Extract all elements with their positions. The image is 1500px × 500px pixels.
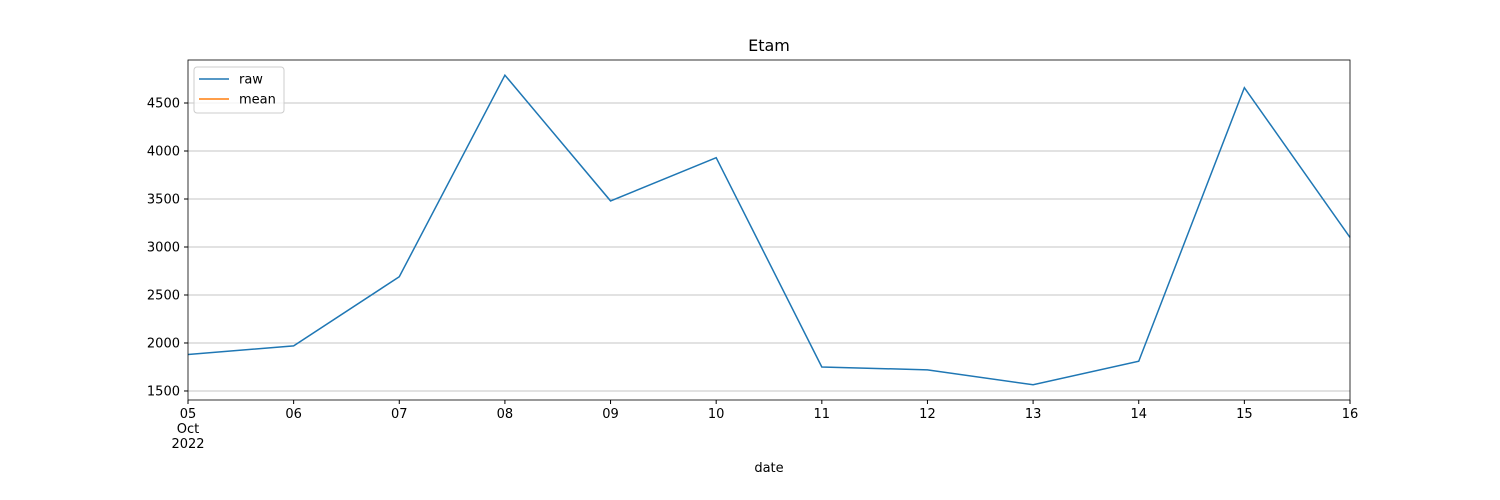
x-tick-label: 10 — [708, 407, 725, 422]
x-axis-label: date — [754, 461, 783, 476]
y-tick-label: 2000 — [147, 336, 180, 351]
legend-label: mean — [239, 93, 276, 108]
y-tick-label: 3500 — [147, 192, 180, 207]
y-tick-label: 1500 — [147, 384, 180, 399]
x-tick-label: 07 — [391, 407, 408, 422]
x-tick-label: 12 — [919, 407, 936, 422]
chart-title: Etam — [748, 36, 790, 55]
y-tick-label: 2500 — [147, 288, 180, 303]
x-tick-label: 16 — [1342, 407, 1359, 422]
x-tick-label: 06 — [285, 407, 302, 422]
x-tick-label: 09 — [602, 407, 619, 422]
y-tick-label: 4000 — [147, 144, 180, 159]
x-tick-label: 11 — [814, 407, 831, 422]
x-tick-label: 05 Oct 2022 — [171, 407, 204, 452]
x-tick-label: 13 — [1025, 407, 1042, 422]
plot-frame — [187, 59, 1351, 401]
line-series — [187, 73, 1351, 386]
x-tick-label: 14 — [1130, 407, 1147, 422]
y-tick-label: 3000 — [147, 240, 180, 255]
x-tick-label: 08 — [497, 407, 514, 422]
x-tick-label: 15 — [1236, 407, 1253, 422]
legend-label: raw — [239, 73, 263, 88]
y-tick-label: 4500 — [147, 97, 180, 112]
